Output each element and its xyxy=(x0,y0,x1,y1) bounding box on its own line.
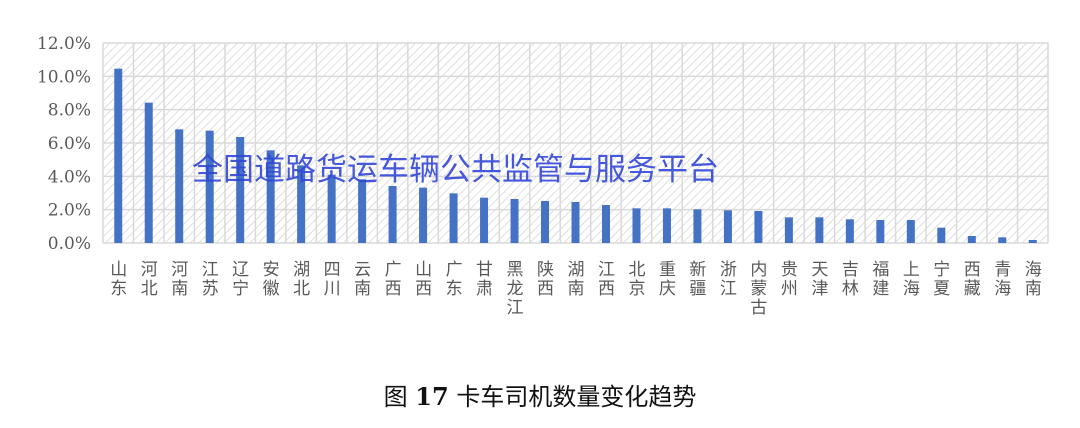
y-tick-label: 2.0% xyxy=(48,201,91,221)
x-tick-label: 吉林 xyxy=(842,260,859,299)
bar xyxy=(358,179,367,243)
bar xyxy=(297,165,306,243)
x-tick-label: 青海 xyxy=(994,260,1011,299)
bar xyxy=(327,174,336,243)
bar xyxy=(571,202,580,243)
bar xyxy=(876,220,885,243)
y-tick-label: 0.0% xyxy=(48,234,91,254)
x-tick-label: 内蒙古 xyxy=(750,260,767,318)
y-tick-label: 12.0% xyxy=(37,34,91,54)
x-tick-label: 江西 xyxy=(598,260,615,299)
x-tick-label: 广东 xyxy=(446,260,463,299)
bar xyxy=(144,102,153,244)
bar xyxy=(205,130,214,243)
y-tick-label: 10.0% xyxy=(37,67,91,87)
bar xyxy=(906,220,915,243)
bar xyxy=(510,199,519,243)
x-tick-label: 广西 xyxy=(385,260,402,299)
bar xyxy=(815,217,824,243)
bar xyxy=(998,237,1007,243)
bar xyxy=(480,197,489,243)
bar xyxy=(845,219,854,243)
bar xyxy=(784,217,793,243)
bar xyxy=(754,211,763,243)
x-tick-label: 安徽 xyxy=(263,260,280,299)
x-tick-label: 陕西 xyxy=(537,260,554,299)
x-tick-label: 北京 xyxy=(628,260,645,299)
x-tick-label: 江苏 xyxy=(202,260,219,299)
x-tick-label: 天津 xyxy=(811,260,828,299)
x-tick-label: 湖南 xyxy=(568,260,585,299)
x-tick-label: 山东 xyxy=(110,260,127,299)
bar xyxy=(114,68,123,244)
bar xyxy=(662,208,671,243)
bar xyxy=(601,205,610,243)
bar xyxy=(388,186,397,243)
x-tick-label: 新疆 xyxy=(689,260,706,299)
bar xyxy=(632,208,641,243)
y-tick-label: 4.0% xyxy=(48,167,91,187)
y-tick-label: 6.0% xyxy=(48,134,91,154)
bar xyxy=(693,209,702,243)
watermark: 全国道路货运车辆公共监管与服务平台 xyxy=(192,152,719,188)
x-tick-label: 福建 xyxy=(872,260,889,299)
x-tick-label: 贵州 xyxy=(781,260,798,299)
x-tick-label: 西藏 xyxy=(964,260,981,299)
x-tick-label: 辽宁 xyxy=(232,260,249,299)
x-tick-label: 甘肃 xyxy=(476,260,493,299)
x-tick-label: 黑龙江 xyxy=(507,260,524,318)
bar-chart: 0.0% 2.0% 4.0% 6.0% 8.0% 10.0% 12.0% 山东河北河南江苏辽宁… xyxy=(37,34,1049,318)
x-tick-label: 海南 xyxy=(1025,260,1042,299)
bar xyxy=(266,150,275,243)
bar xyxy=(937,227,946,243)
figure-caption: 图 17 卡车司机数量变化趋势 xyxy=(0,377,1080,412)
bar xyxy=(723,210,732,243)
x-tick-label: 河南 xyxy=(171,260,188,299)
x-tick-label: 湖北 xyxy=(293,260,310,299)
x-tick-label: 浙江 xyxy=(720,260,737,299)
x-tick-label: 上海 xyxy=(903,260,920,299)
caption-number: 17 xyxy=(415,382,449,411)
x-tick-label: 河北 xyxy=(141,260,158,299)
x-tick-label: 山西 xyxy=(415,260,432,299)
x-tick-label: 重庆 xyxy=(659,260,676,299)
bar xyxy=(1028,240,1037,243)
caption-prefix: 图 xyxy=(383,383,408,411)
bar xyxy=(419,187,428,243)
x-tick-label: 云南 xyxy=(354,260,371,299)
x-tick-label: 四川 xyxy=(324,260,341,299)
bar xyxy=(236,137,245,243)
bar xyxy=(967,236,976,243)
bar xyxy=(175,129,184,243)
x-tick-label: 宁夏 xyxy=(933,260,950,299)
caption-title: 卡车司机数量变化趋势 xyxy=(456,383,697,411)
bar xyxy=(449,193,458,243)
y-tick-label: 8.0% xyxy=(48,101,91,121)
bar xyxy=(541,201,550,243)
